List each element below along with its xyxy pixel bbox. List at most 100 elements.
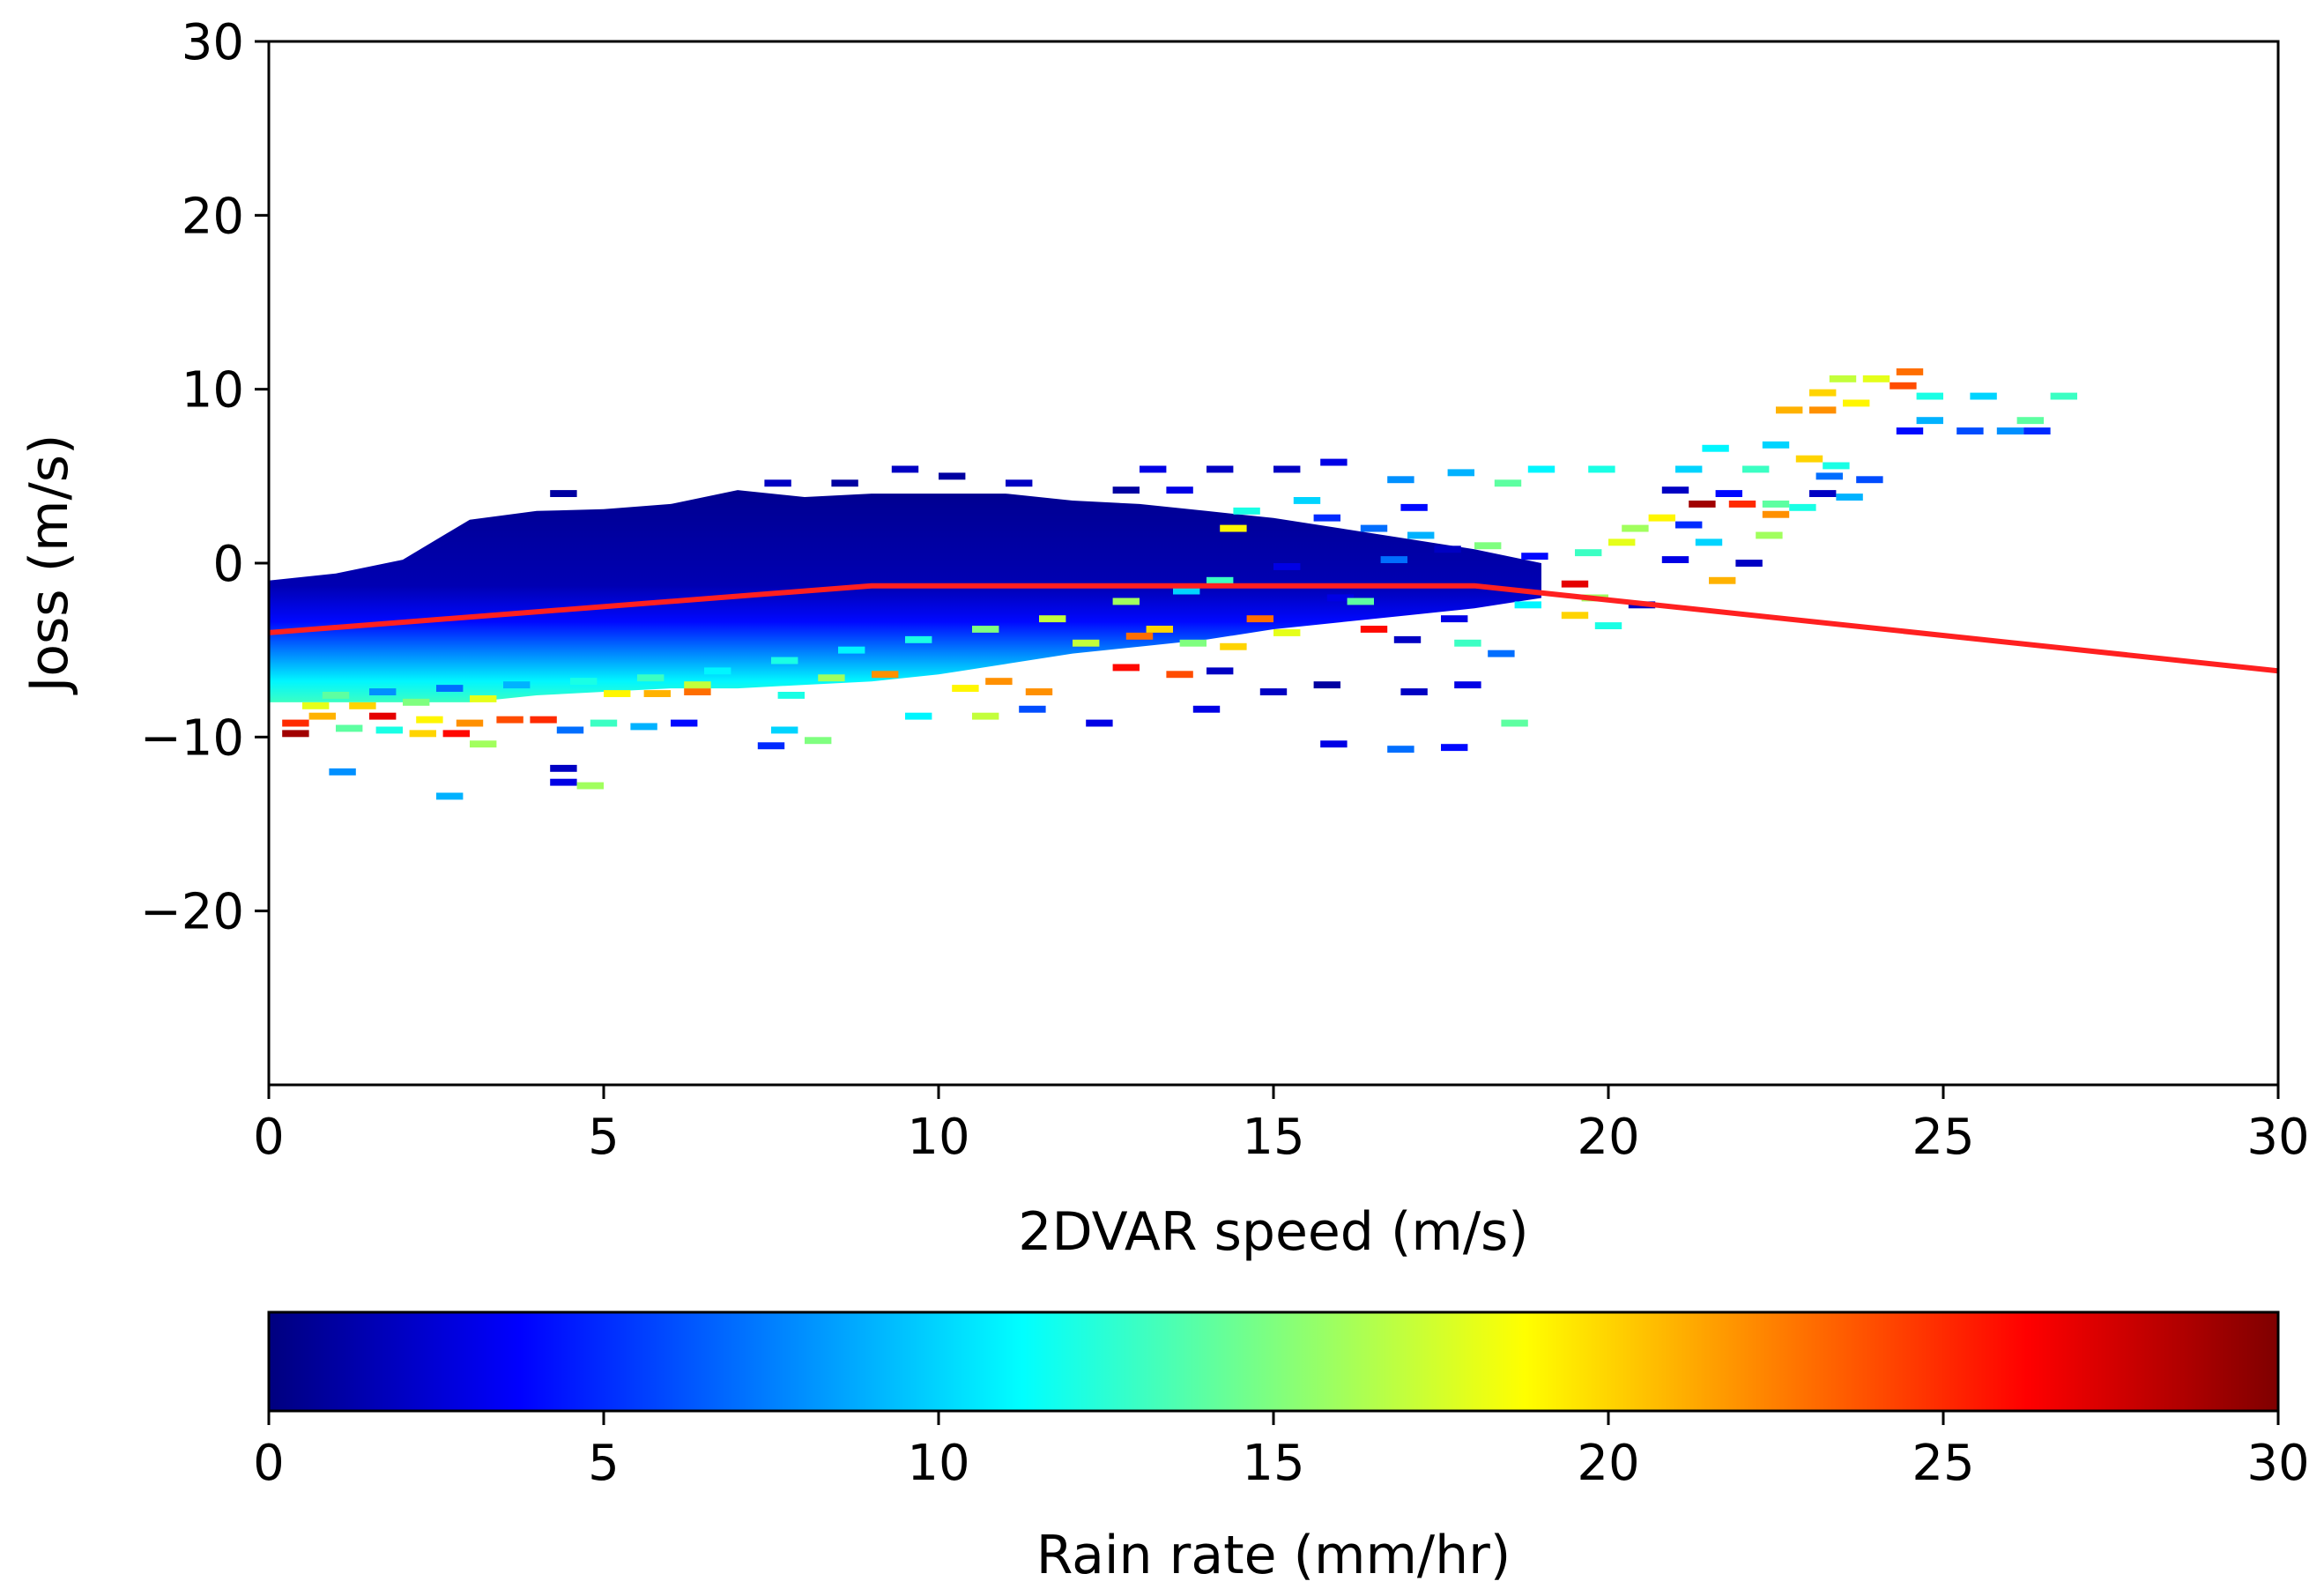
heatmap-bin — [985, 678, 1013, 686]
heatmap-bin — [1608, 538, 1636, 546]
heatmap-bin — [1233, 507, 1260, 515]
heatmap-bin — [1843, 399, 1870, 407]
heatmap-bin — [1347, 598, 1374, 605]
y-tick-label: −10 — [140, 709, 244, 767]
heatmap-bin — [550, 778, 577, 786]
heatmap-bin — [1320, 740, 1348, 748]
heatmap-bin — [409, 730, 436, 738]
heatmap-bin — [576, 782, 604, 790]
colorbar-tick-label: 5 — [588, 1435, 620, 1492]
x-tick-label: 25 — [1912, 1109, 1974, 1166]
heatmap-bin — [1809, 490, 1837, 497]
heatmap-bin — [905, 712, 932, 720]
heatmap-bin — [1702, 444, 1729, 452]
heatmap-bin — [1823, 462, 1850, 470]
heatmap-bin — [1762, 441, 1790, 449]
heatmap-bin — [684, 688, 711, 695]
heatmap-bin — [1434, 546, 1461, 553]
heatmap-bin — [1488, 650, 1515, 657]
heatmap-bin — [1146, 626, 1173, 633]
heatmap-bin — [470, 740, 497, 748]
heatmap-bins — [282, 368, 2077, 800]
heatmap-bin — [1527, 465, 1556, 473]
heatmap-bin — [1916, 392, 1943, 400]
heatmap-bin — [1454, 681, 1481, 689]
heatmap-bin — [375, 726, 403, 734]
x-tick-label: 15 — [1242, 1109, 1304, 1166]
x-tick-label: 5 — [588, 1109, 620, 1166]
heatmap-bin — [1896, 427, 1924, 434]
heatmap-bin — [1715, 490, 1742, 497]
heatmap-bin — [1454, 639, 1481, 647]
heatmap-bin — [671, 719, 698, 727]
heatmap-bin — [1970, 392, 1997, 400]
heatmap-bin — [1501, 719, 1528, 727]
heatmap-bin — [1220, 642, 1247, 650]
heatmap-bin — [1313, 514, 1340, 522]
heatmap-bin — [805, 737, 832, 745]
heatmap-bin — [1073, 639, 1100, 647]
heatmap-bin — [369, 712, 397, 720]
heatmap-bin — [1514, 601, 1541, 609]
heatmap-bin — [1112, 664, 1140, 672]
heatmap-bin — [349, 701, 376, 709]
heatmap-bin — [1220, 524, 1247, 532]
fit-line — [269, 583, 2278, 674]
heatmap-bin — [1006, 479, 1033, 487]
heatmap-bin — [550, 764, 577, 772]
heatmap-bin — [1407, 531, 1435, 539]
x-axis-ticks: 0 5 10 15 20 25 30 — [253, 1085, 2310, 1166]
heatmap-bin — [771, 726, 798, 734]
heatmap-bin — [436, 685, 464, 692]
heatmap-bin — [1689, 501, 1716, 508]
heatmap-bin — [530, 716, 557, 724]
heatmap — [269, 368, 2077, 800]
heatmap-bin — [1393, 635, 1422, 643]
heatmap-bin — [1561, 612, 1589, 620]
heatmap-bin — [1675, 465, 1703, 473]
heatmap-bin — [630, 723, 657, 731]
heatmap-bin — [1166, 671, 1193, 679]
heatmap-bin — [1273, 563, 1301, 570]
colorbar-gradient — [269, 1312, 2278, 1411]
heatmap-bin — [1695, 538, 1723, 546]
heatmap-bin — [818, 674, 845, 682]
heatmap-bin — [939, 472, 966, 480]
heatmap-bin — [891, 465, 919, 473]
heatmap-bin — [1776, 406, 1803, 414]
heatmap-bin — [757, 742, 785, 750]
heatmap-bin — [1387, 746, 1414, 753]
heatmap-bin — [1956, 427, 1984, 434]
x-tick-label: 0 — [253, 1109, 285, 1166]
heatmap-bin — [1916, 417, 1943, 425]
colorbar-tick-label: 0 — [253, 1435, 285, 1492]
heatmap-bin — [1447, 469, 1474, 477]
heatmap-bin — [590, 719, 618, 727]
heatmap-bin — [1648, 514, 1675, 522]
colorbar-tick-label: 10 — [907, 1435, 969, 1492]
heatmap-bin — [1039, 615, 1066, 623]
heatmap-bin — [1795, 455, 1823, 463]
heatmap-bin — [1756, 531, 1783, 539]
y-axis-label: Joss (m/s) — [19, 434, 80, 696]
heatmap-bin — [1173, 587, 1200, 595]
heatmap-bin — [905, 635, 932, 643]
heatmap-bin — [1140, 465, 1167, 473]
heatmap-bin — [1112, 486, 1140, 494]
heatmap-bin — [1360, 626, 1388, 633]
heatmap-bin — [1829, 375, 1857, 382]
heatmap-bin — [1441, 744, 1468, 752]
y-tick-label: 30 — [182, 14, 244, 71]
heatmap-bin — [1728, 501, 1756, 508]
heatmap-bin — [416, 716, 443, 724]
heatmap-bin — [1762, 501, 1790, 508]
heatmap-bin — [1890, 382, 1917, 390]
heatmap-bin — [369, 688, 397, 695]
heatmap-bin — [643, 690, 671, 697]
heatmap-bin — [972, 626, 999, 633]
heatmap-bin — [1896, 368, 1924, 375]
y-tick-label: 10 — [182, 362, 244, 419]
heatmap-bin — [329, 768, 356, 776]
heatmap-bin — [1675, 521, 1703, 529]
heatmap-bin — [1809, 406, 1837, 414]
